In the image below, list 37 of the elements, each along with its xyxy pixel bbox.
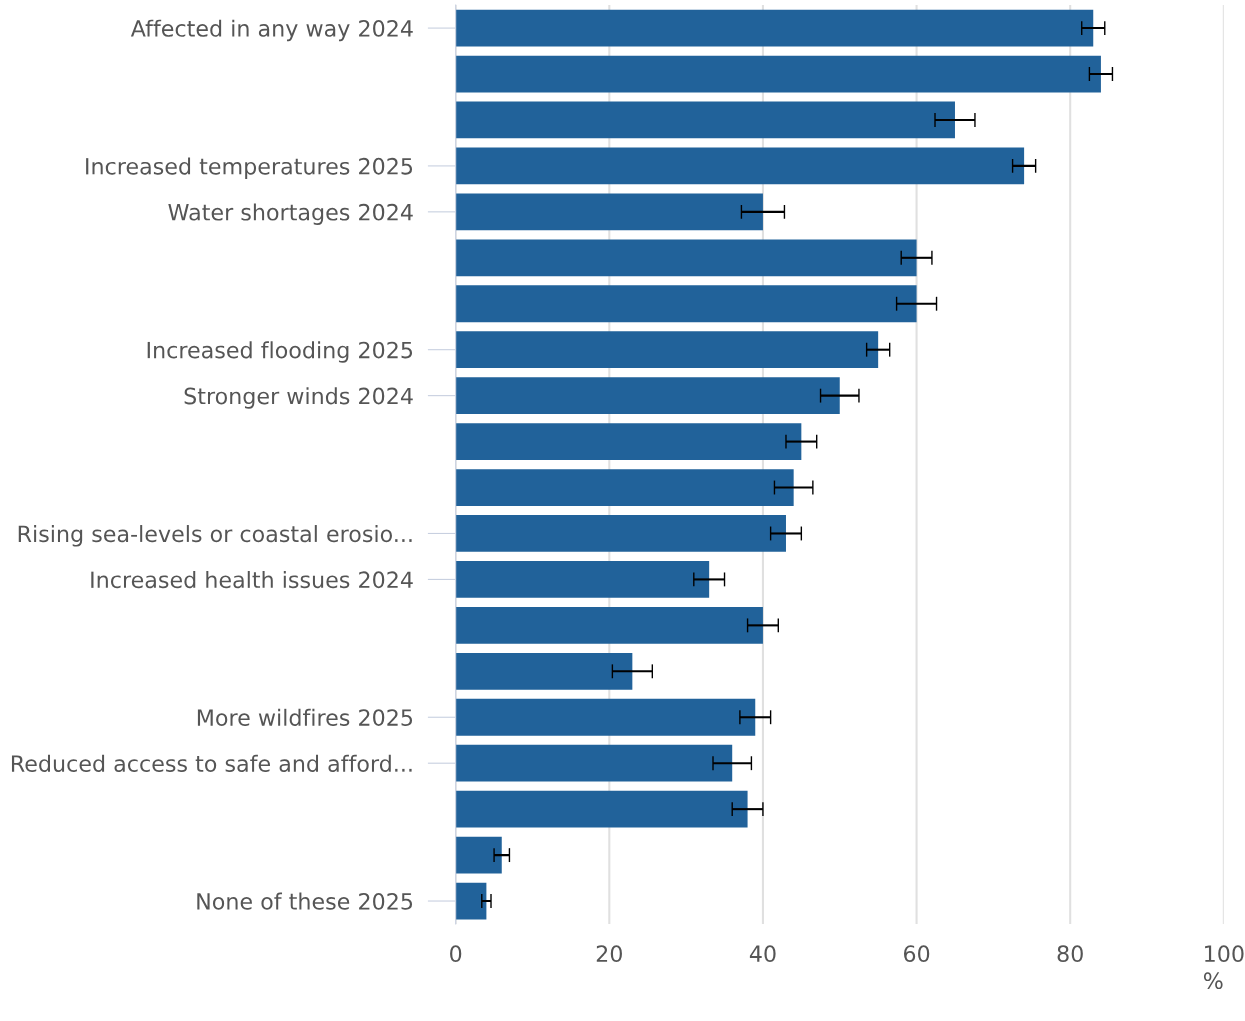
bar — [455, 285, 917, 323]
y-tick-label: Increased health issues 2024 — [91, 570, 413, 589]
bar — [455, 239, 917, 277]
x-tick-label: 60 — [903, 945, 930, 963]
y-tick-label: Increased flooding 2025 — [147, 341, 413, 363]
x-tick-label: 100 — [1205, 945, 1244, 963]
bar — [455, 423, 802, 460]
x-tick-label: 0 — [450, 945, 462, 963]
bar — [455, 606, 763, 644]
y-tick-label: Reduced access to safe and afford... — [11, 754, 412, 772]
y-tick-label: Water shortages 2024 — [168, 203, 413, 225]
bar — [455, 101, 955, 139]
bar — [455, 469, 794, 506]
x-tick-label: 20 — [596, 945, 622, 963]
bar — [455, 9, 1094, 47]
x-tick-label: 80 — [1057, 945, 1083, 963]
bar — [455, 561, 710, 598]
y-tick-label: Affected in any way 2024 — [130, 19, 413, 42]
bar — [455, 377, 840, 415]
bar — [455, 790, 748, 828]
bar — [455, 744, 733, 782]
bar — [455, 515, 786, 552]
bar — [455, 698, 756, 736]
bar — [455, 331, 879, 369]
bar — [455, 836, 502, 874]
bar — [455, 147, 1025, 185]
y-tick-label: More wildfires 2025 — [197, 708, 413, 727]
bar — [455, 652, 633, 690]
y-tick-label: Stronger winds 2024 — [184, 387, 413, 409]
x-tick-label: 40 — [749, 945, 776, 963]
bar — [455, 55, 1101, 93]
bar — [455, 882, 487, 920]
bar — [455, 193, 763, 231]
y-tick-label: Increased temperatures 2025 — [86, 157, 413, 179]
y-tick-label: None of these 2025 — [197, 892, 413, 910]
y-tick-label: Rising sea-levels or coastal erosio... — [18, 525, 412, 547]
x-axis-title: % — [1203, 972, 1223, 990]
